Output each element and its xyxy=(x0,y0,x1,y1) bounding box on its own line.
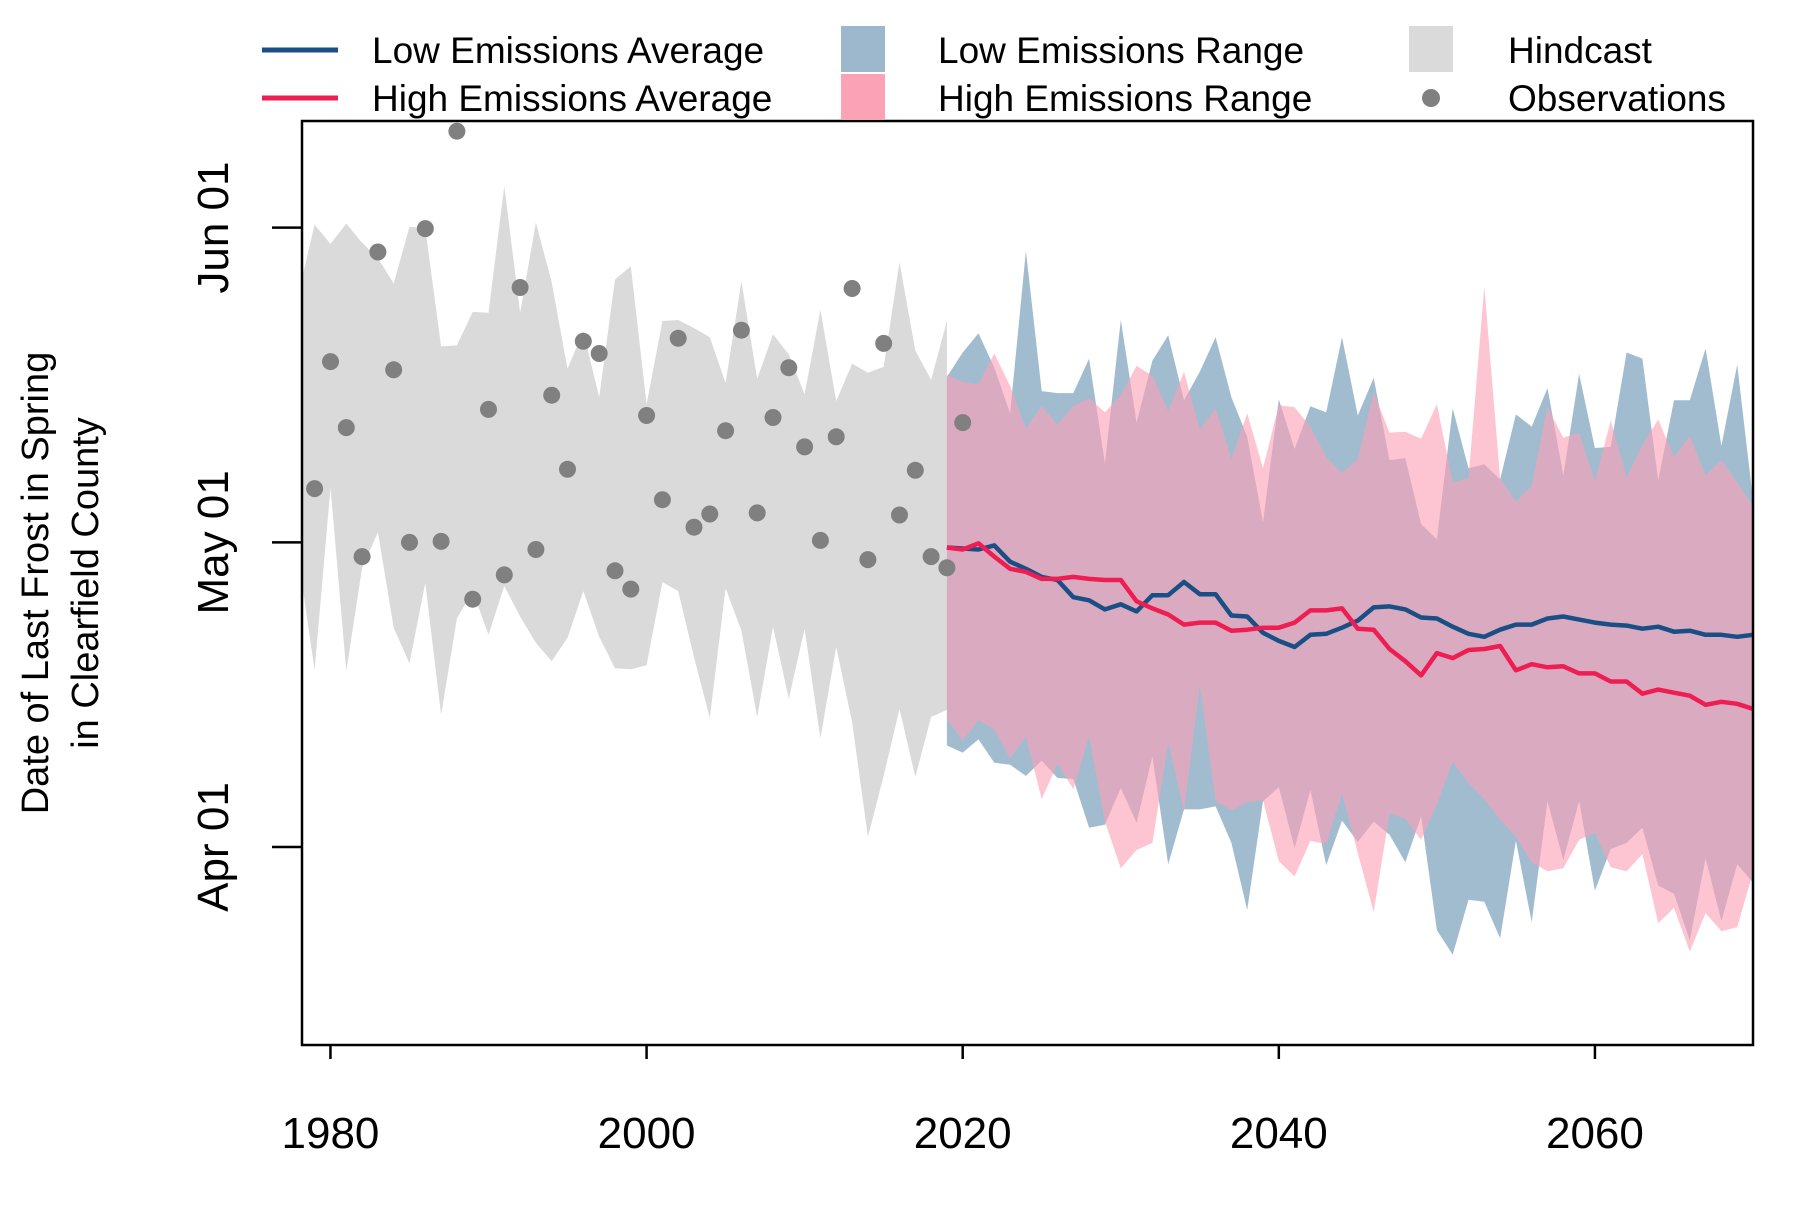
observation-point xyxy=(574,332,592,350)
x-axis: 1980 2000 2020 2040 2060 xyxy=(282,1045,1644,1158)
legend-key-point xyxy=(1422,89,1440,107)
observation-point xyxy=(891,506,908,524)
observation-point xyxy=(701,505,719,523)
average-lines-layer xyxy=(946,541,1754,712)
observation-point xyxy=(669,329,687,347)
observation-point xyxy=(480,400,497,418)
x-tick-label: 2020 xyxy=(914,1109,1012,1158)
emissions-range-layer xyxy=(946,251,1753,955)
x-tick-label: 1980 xyxy=(282,1109,380,1158)
legend-label: High Emissions Average xyxy=(372,78,772,119)
observation-point xyxy=(511,279,529,296)
observation-point xyxy=(527,541,545,558)
low-emissions-average-line xyxy=(946,543,1754,650)
observation-point xyxy=(717,422,735,440)
observation-point xyxy=(859,551,877,569)
observation-point xyxy=(369,243,387,261)
observation-point xyxy=(843,280,861,297)
plot-frame xyxy=(300,119,1755,1047)
observation-point xyxy=(732,321,750,339)
hindcast-band-layer xyxy=(302,186,947,837)
x-tick-label: 2000 xyxy=(598,1109,696,1158)
observation-point xyxy=(796,438,814,456)
legend-label: Hindcast xyxy=(1508,30,1653,71)
observation-point xyxy=(827,428,845,446)
high-emissions-average-line xyxy=(946,541,1754,712)
legend-label: Observations xyxy=(1508,78,1726,119)
legend-key-swatch xyxy=(841,74,885,120)
y-tick-label: Apr 01 xyxy=(189,782,238,912)
observation-point xyxy=(590,345,608,362)
hindcast-band xyxy=(302,186,947,837)
x-tick-label: 2040 xyxy=(1230,1109,1328,1158)
legend-key-swatch xyxy=(841,26,885,72)
observation-point xyxy=(495,566,513,584)
observation-point xyxy=(906,461,924,479)
observation-point xyxy=(875,334,893,352)
observation-point xyxy=(748,504,766,522)
observation-point xyxy=(622,580,640,598)
observations-layer xyxy=(306,122,972,608)
legend-label: High Emissions Range xyxy=(938,78,1312,119)
observation-point xyxy=(811,531,829,549)
observation-point xyxy=(543,386,561,404)
legend-key-swatch xyxy=(1409,26,1453,72)
observation-point xyxy=(922,548,940,566)
y-axis-title-line-2: in Clearfield County xyxy=(65,417,107,749)
observation-point xyxy=(416,220,434,238)
observation-point xyxy=(780,359,798,377)
x-tick-label: 2060 xyxy=(1546,1109,1644,1158)
observation-point xyxy=(432,532,450,550)
observation-point xyxy=(638,407,656,424)
observation-point xyxy=(653,491,671,509)
observation-point xyxy=(954,414,972,432)
y-tick-label: Jun 01 xyxy=(189,162,238,294)
y-axis-title: Date of Last Frost in Spring in Clearfie… xyxy=(15,352,107,815)
legend-label: Low Emissions Average xyxy=(372,30,764,71)
y-axis: Apr 01 May 01 Jun 01 xyxy=(189,162,302,912)
observation-point xyxy=(606,562,624,580)
observation-point xyxy=(764,409,782,426)
observation-point xyxy=(306,480,324,498)
y-axis-title-line-1: Date of Last Frost in Spring xyxy=(15,352,57,815)
y-tick-label: May 01 xyxy=(189,470,238,614)
observation-point xyxy=(337,419,355,437)
observation-point xyxy=(938,559,956,577)
observation-point xyxy=(448,122,466,140)
observation-point xyxy=(401,533,418,551)
legend-label: Low Emissions Range xyxy=(938,30,1304,71)
observation-point xyxy=(685,518,703,536)
observation-point xyxy=(353,548,371,566)
observation-point xyxy=(322,353,339,371)
observation-point xyxy=(559,460,576,478)
observation-point xyxy=(385,361,403,379)
observation-point xyxy=(464,590,482,608)
legend: Low Emissions Average High Emissions Aver… xyxy=(262,26,1726,120)
